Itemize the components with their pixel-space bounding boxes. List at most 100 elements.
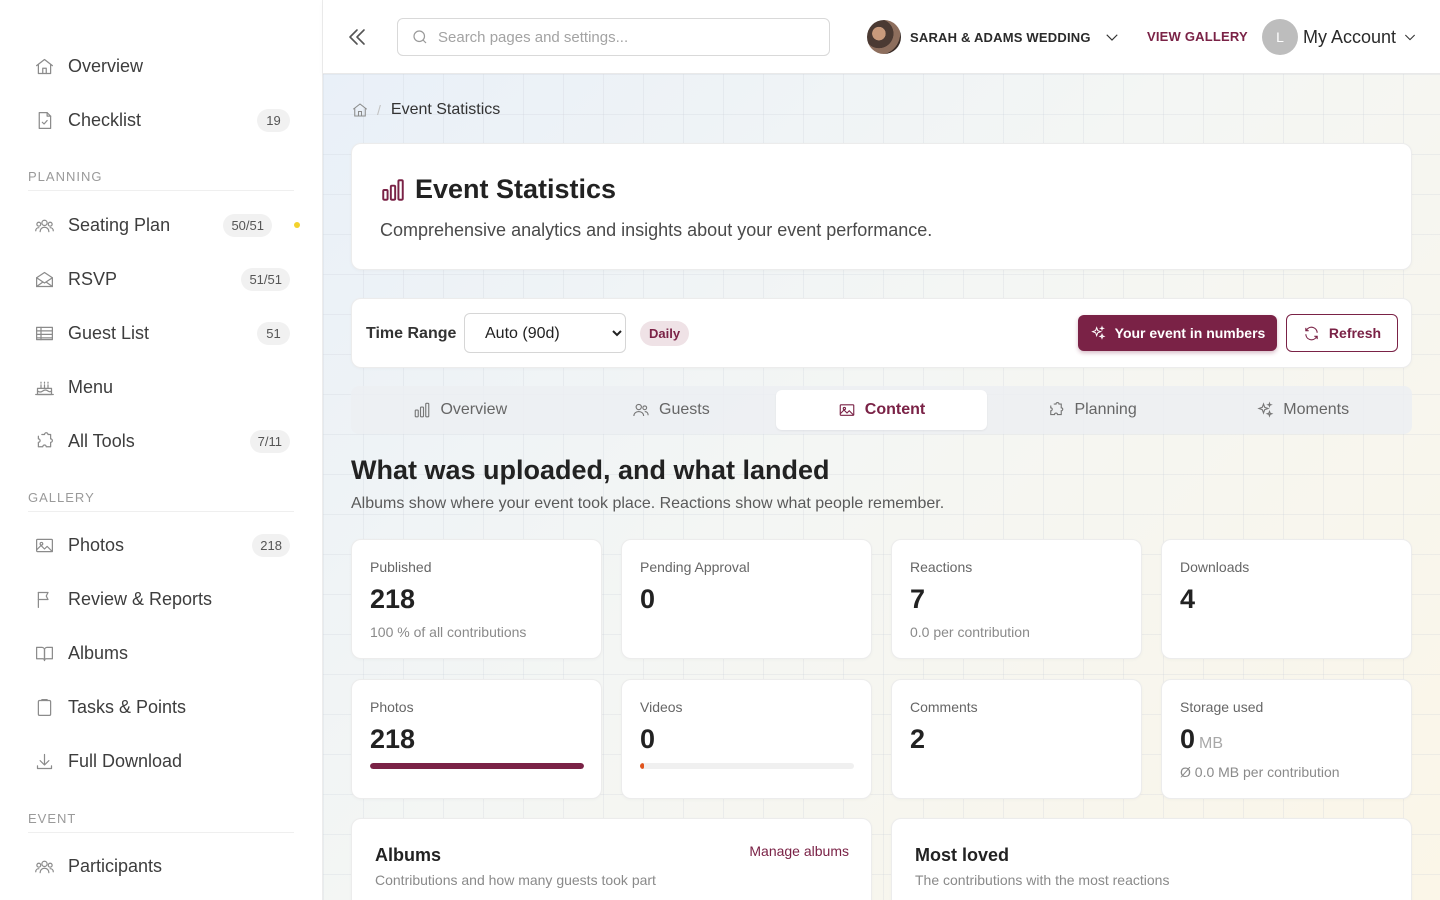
stat-label: Published <box>370 559 432 575</box>
sidebar-item-guest-list[interactable]: Guest List 51 <box>28 313 292 353</box>
bar-chart-icon <box>382 178 404 201</box>
tab-guests[interactable]: Guests <box>566 390 777 430</box>
videos-share-bar <box>640 763 854 769</box>
sidebar: Overview Checklist 19 PLANNING Seating P… <box>0 0 323 900</box>
puzzle-icon <box>1050 402 1064 416</box>
most-loved-panel: Most loved The contributions with the mo… <box>891 818 1412 900</box>
account-menu[interactable]: L My Account <box>1262 19 1418 55</box>
event-selector[interactable]: SARAH & ADAMS WEDDING <box>867 20 1121 54</box>
storage-value: 0 <box>1180 724 1196 754</box>
users-icon <box>633 403 649 417</box>
section-title: What was uploaded, and what landed <box>351 455 830 485</box>
tab-content[interactable]: Content <box>776 390 987 430</box>
flag-icon <box>33 588 55 610</box>
stat-value: 0 <box>640 584 656 614</box>
count-badge: 19 <box>257 109 290 132</box>
sidebar-item-review-reports[interactable]: Review & Reports <box>28 579 292 619</box>
page-header-card: Event Statistics Comprehensive analytics… <box>351 143 1412 270</box>
event-name: SARAH & ADAMS WEDDING <box>910 29 1091 45</box>
stat-label: Reactions <box>910 559 973 575</box>
view-gallery-link[interactable]: VIEW GALLERY <box>1147 29 1248 44</box>
sidebar-item-full-download[interactable]: Full Download <box>28 741 292 781</box>
stat-card-comments: Comments 2 <box>891 679 1142 799</box>
book-open-icon <box>33 642 55 664</box>
stat-value: 0 <box>640 724 656 754</box>
sparkles-icon <box>1257 401 1274 418</box>
storage-unit: MB <box>1199 735 1224 752</box>
sidebar-item-seating-plan[interactable]: Seating Plan 50/51 <box>28 205 300 245</box>
file-check-icon <box>33 109 55 131</box>
sidebar-item-label: Participants <box>68 855 163 876</box>
top-bar: SARAH & ADAMS WEDDING VIEW GALLERY L My … <box>323 0 1440 74</box>
clipboard-icon <box>33 696 55 718</box>
page-title: Event Statistics <box>415 174 617 204</box>
count-badge: 51/51 <box>241 268 290 291</box>
tab-label: Overview <box>440 401 508 418</box>
panel-subtitle: Contributions and how many guests took p… <box>375 872 656 888</box>
sidebar-item-participants[interactable]: Participants <box>28 846 292 886</box>
statistics-tabs: Overview Guests Content Planning Moments <box>351 386 1412 434</box>
stat-card-downloads: Downloads 4 <box>1161 539 1412 659</box>
granularity-badge: Daily <box>640 321 690 346</box>
sidebar-item-all-tools[interactable]: All Tools 7/11 <box>28 421 292 461</box>
sidebar-item-label: RSVP <box>68 268 118 289</box>
chevrons-left-icon <box>349 29 365 45</box>
section-label-gallery: GALLERY <box>28 490 294 512</box>
breadcrumb: / Event Statistics <box>351 101 500 119</box>
breadcrumb-separator: / <box>377 102 381 118</box>
manage-albums-link[interactable]: Manage albums <box>749 843 849 859</box>
refresh-icon <box>1305 326 1318 340</box>
sidebar-item-menu[interactable]: Menu <box>28 367 292 407</box>
stat-card-pending-approval: Pending Approval 0 <box>621 539 872 659</box>
page-subtitle: Comprehensive analytics and insights abo… <box>380 220 933 240</box>
event-in-numbers-button[interactable]: Your event in numbers <box>1078 315 1277 351</box>
refresh-button[interactable]: Refresh <box>1286 314 1398 352</box>
image-icon <box>33 534 55 556</box>
sidebar-item-rsvp[interactable]: RSVP 51/51 <box>28 259 292 299</box>
stat-value: 4 <box>1180 584 1196 614</box>
tab-planning[interactable]: Planning <box>987 390 1198 430</box>
sidebar-item-label: Full Download <box>68 750 183 771</box>
tab-label: Content <box>864 401 926 418</box>
stat-card-storage-used: Storage used 0 MB Ø 0.0 MB per contributi… <box>1161 679 1412 799</box>
image-icon <box>839 404 855 416</box>
stat-value: 2 <box>910 724 926 754</box>
section-subtitle: Albums show where your event took place.… <box>351 495 945 512</box>
time-range-select[interactable]: Auto (90d) <box>464 313 626 353</box>
stat-card-videos: Videos 0 <box>621 679 872 799</box>
account-label: My Account <box>1303 26 1397 47</box>
sidebar-item-label: Albums <box>68 642 129 663</box>
tab-label: Moments <box>1283 401 1350 418</box>
breadcrumb-current: Event Statistics <box>390 101 501 118</box>
sidebar-item-label: Review & Reports <box>68 588 213 609</box>
albums-panel: Albums Contributions and how many guests… <box>351 818 872 900</box>
home-icon <box>33 55 55 77</box>
panel-subtitle: The contributions with the most reaction… <box>915 872 1170 888</box>
section-label-planning: PLANNING <box>28 169 294 191</box>
tab-overview[interactable]: Overview <box>355 390 566 430</box>
bar-chart-icon <box>415 402 430 418</box>
main-content: / Event Statistics Event Statistics Comp… <box>323 74 1440 900</box>
sidebar-item-label: Overview <box>68 55 144 76</box>
stat-note: 100 % of all contributions <box>370 624 527 640</box>
tab-moments[interactable]: Moments <box>1197 390 1408 430</box>
sidebar-item-overview[interactable]: Overview <box>28 46 292 86</box>
stat-label: Photos <box>370 699 414 715</box>
home-icon[interactable] <box>351 101 369 119</box>
collapse-sidebar-button[interactable] <box>345 25 369 49</box>
puzzle-icon <box>33 430 55 452</box>
stat-value: 218 <box>370 724 416 754</box>
sparkles-icon <box>1090 325 1106 340</box>
sidebar-item-checklist[interactable]: Checklist 19 <box>28 100 292 140</box>
download-icon <box>33 750 55 772</box>
stat-label: Comments <box>910 699 978 715</box>
sidebar-item-photos[interactable]: Photos 218 <box>28 525 292 565</box>
sidebar-item-tasks-points[interactable]: Tasks & Points <box>28 687 292 727</box>
count-badge: 51 <box>257 322 290 345</box>
count-badge: 50/51 <box>223 214 272 237</box>
search-input[interactable] <box>438 28 818 46</box>
event-in-numbers-label: Your event in numbers <box>1114 325 1266 341</box>
search-box[interactable] <box>397 18 830 56</box>
panel-title: Most loved <box>915 845 1010 865</box>
sidebar-item-albums[interactable]: Albums <box>28 633 292 673</box>
